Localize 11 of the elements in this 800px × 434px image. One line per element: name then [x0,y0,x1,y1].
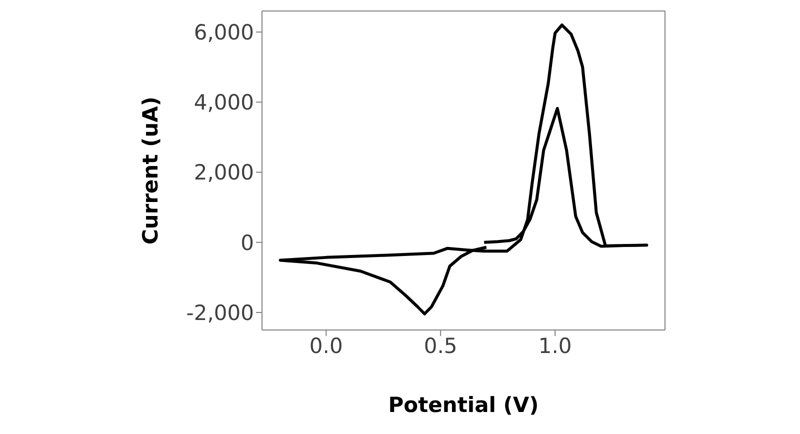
y-tick-label: -2,000 [186,300,254,325]
y-tick-label: 0 [240,230,254,255]
y-axis-title: Current (uA) [138,96,162,245]
y-tick-label: 4,000 [194,90,254,115]
x-tick-label: 0.0 [309,334,343,358]
y-tick-label: 2,000 [194,160,254,185]
x-axis-title: Potential (V) [388,393,539,417]
x-tick-label: 0.5 [424,334,458,358]
y-tick-label: 6,000 [194,20,254,44]
line-series [278,24,648,316]
x-tick-label: 1.0 [538,334,572,358]
